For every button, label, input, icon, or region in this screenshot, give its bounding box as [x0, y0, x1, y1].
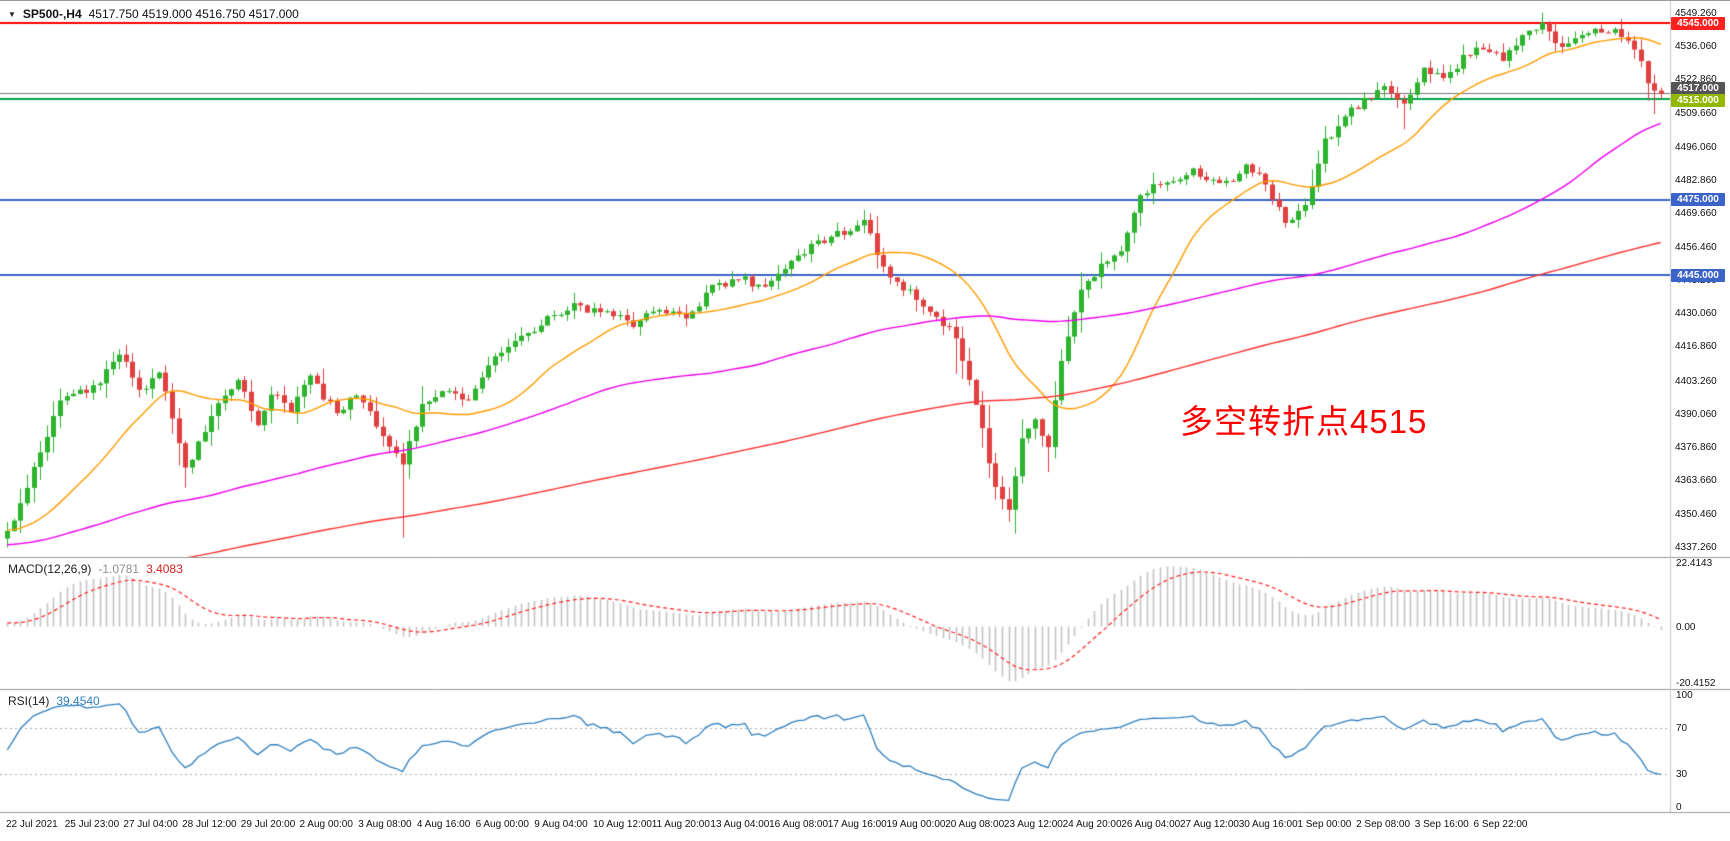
rsi-indicator-label: RSI(14) 39.4540: [8, 694, 107, 708]
price-line-badge[interactable]: 4475.000: [1671, 193, 1725, 207]
ohlc-values: 4517.750 4519.000 4516.750 4517.000: [88, 7, 299, 21]
macd-signal-value: 3.4083: [146, 562, 183, 576]
symbol-bar: ▼ SP500-,H4 4517.750 4519.000 4516.750 4…: [8, 7, 299, 21]
rsi-value: 39.4540: [56, 694, 100, 708]
price-line-badge[interactable]: 4515.000: [1671, 93, 1725, 107]
macd-indicator-label: MACD(12,26,9) -1.0781 3.4083: [8, 562, 190, 576]
price-line-badge[interactable]: 4545.000: [1671, 16, 1725, 30]
macd-name: MACD(12,26,9): [8, 562, 92, 576]
macd-main-value: -1.0781: [98, 562, 140, 576]
symbol-timeframe-label: SP500-,H4: [22, 7, 82, 21]
annotation-text: 多空转折点4515: [1180, 403, 1428, 440]
price-line-badge[interactable]: 4517.000: [1671, 81, 1725, 95]
price-line-badge[interactable]: 4445.000: [1671, 268, 1725, 282]
collapse-triangle-icon[interactable]: ▼: [8, 9, 16, 19]
rsi-name: RSI(14): [8, 694, 50, 708]
